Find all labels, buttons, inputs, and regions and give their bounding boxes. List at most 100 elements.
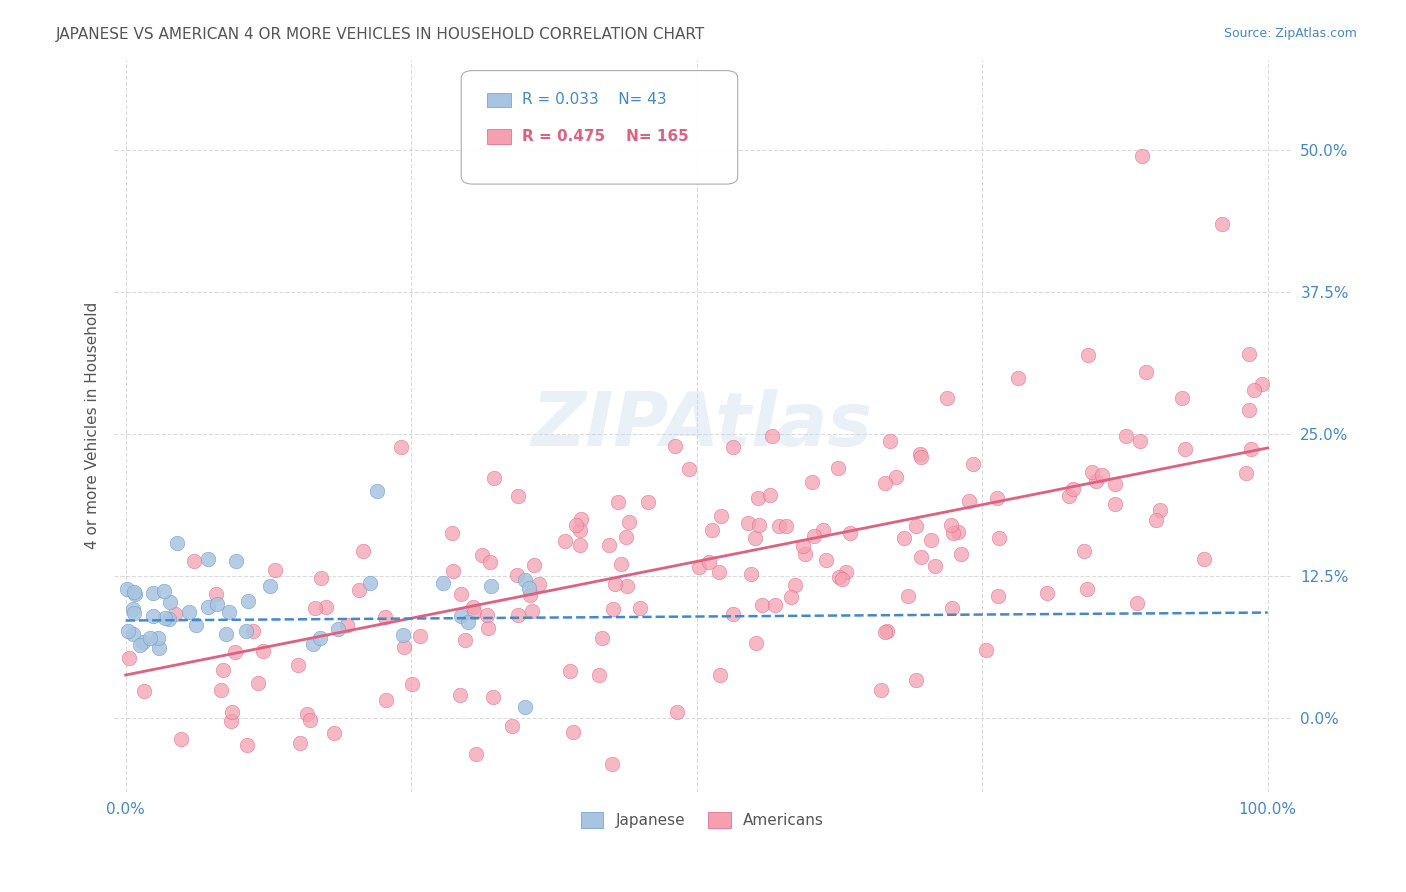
Point	[301, 637, 323, 651]
Point	[170, 731, 193, 746]
Point	[1149, 503, 1171, 517]
Point	[710, 509, 733, 524]
Point	[1081, 466, 1104, 480]
Point	[920, 533, 942, 547]
Point	[831, 572, 853, 586]
Point	[132, 635, 155, 649]
Point	[614, 529, 637, 543]
Point	[501, 719, 523, 733]
Point	[747, 491, 769, 505]
Point	[401, 676, 423, 690]
Point	[309, 571, 332, 585]
Point	[166, 536, 188, 550]
Point	[610, 557, 633, 571]
Point	[759, 488, 782, 502]
Point	[793, 547, 815, 561]
Point	[214, 627, 236, 641]
Point	[1144, 514, 1167, 528]
Point	[751, 598, 773, 612]
Point	[709, 668, 731, 682]
Point	[744, 531, 766, 545]
Point	[1211, 217, 1233, 231]
Point	[603, 577, 626, 591]
Point	[359, 576, 381, 591]
Point	[352, 543, 374, 558]
Point	[264, 563, 287, 577]
Point	[409, 629, 432, 643]
Point	[876, 624, 898, 638]
Point	[142, 586, 165, 600]
Point	[737, 516, 759, 531]
Point	[374, 609, 396, 624]
Point	[1251, 376, 1274, 391]
Point	[827, 460, 849, 475]
Point	[839, 526, 862, 541]
Point	[606, 494, 628, 508]
Point	[565, 518, 588, 533]
Point	[1104, 477, 1126, 491]
Point	[800, 475, 823, 490]
Point	[569, 538, 592, 552]
Point	[1234, 467, 1257, 481]
Point	[924, 558, 946, 573]
Y-axis label: 4 or more Vehicles in Household: 4 or more Vehicles in Household	[86, 302, 100, 549]
Point	[721, 607, 744, 622]
Point	[783, 578, 806, 592]
Point	[745, 636, 768, 650]
Text: R = 0.033    N= 43: R = 0.033 N= 43	[523, 93, 666, 107]
Point	[1090, 468, 1112, 483]
Point	[235, 624, 257, 639]
Point	[1174, 442, 1197, 457]
Point	[471, 548, 494, 562]
Point	[617, 515, 640, 529]
Point	[148, 640, 170, 655]
Point	[515, 699, 537, 714]
Point	[461, 599, 484, 614]
Text: Source: ZipAtlas.com: Source: ZipAtlas.com	[1223, 27, 1357, 40]
Point	[775, 519, 797, 533]
Point	[814, 552, 837, 566]
Point	[700, 523, 723, 537]
Point	[1192, 552, 1215, 566]
Point	[910, 450, 932, 464]
Point	[464, 747, 486, 761]
Point	[558, 664, 581, 678]
Point	[602, 602, 624, 616]
Point	[186, 618, 208, 632]
Point	[152, 584, 174, 599]
Point	[1237, 346, 1260, 360]
Point	[115, 582, 138, 597]
Point	[235, 738, 257, 752]
Point	[988, 531, 1011, 545]
Point	[450, 608, 472, 623]
Point	[707, 566, 730, 580]
Point	[1007, 371, 1029, 385]
Point	[484, 471, 506, 485]
Legend: Japanese, Americans: Japanese, Americans	[572, 805, 832, 836]
Point	[453, 633, 475, 648]
Point	[936, 391, 959, 405]
Point	[432, 576, 454, 591]
Point	[441, 565, 464, 579]
Point	[287, 657, 309, 672]
Point	[697, 555, 720, 569]
Point	[957, 494, 980, 508]
Point	[242, 624, 264, 638]
Point	[941, 601, 963, 615]
Point	[336, 618, 359, 632]
Point	[463, 605, 485, 619]
Point	[165, 607, 187, 621]
Point	[962, 457, 984, 471]
Point	[477, 621, 499, 635]
Point	[1076, 582, 1098, 596]
Point	[225, 554, 247, 568]
Point	[813, 523, 835, 537]
Point	[449, 688, 471, 702]
Point	[323, 726, 346, 740]
Point	[904, 673, 927, 687]
Point	[884, 470, 907, 484]
Point	[554, 533, 576, 548]
Point	[523, 558, 546, 572]
Point	[124, 587, 146, 601]
Point	[1036, 586, 1059, 600]
